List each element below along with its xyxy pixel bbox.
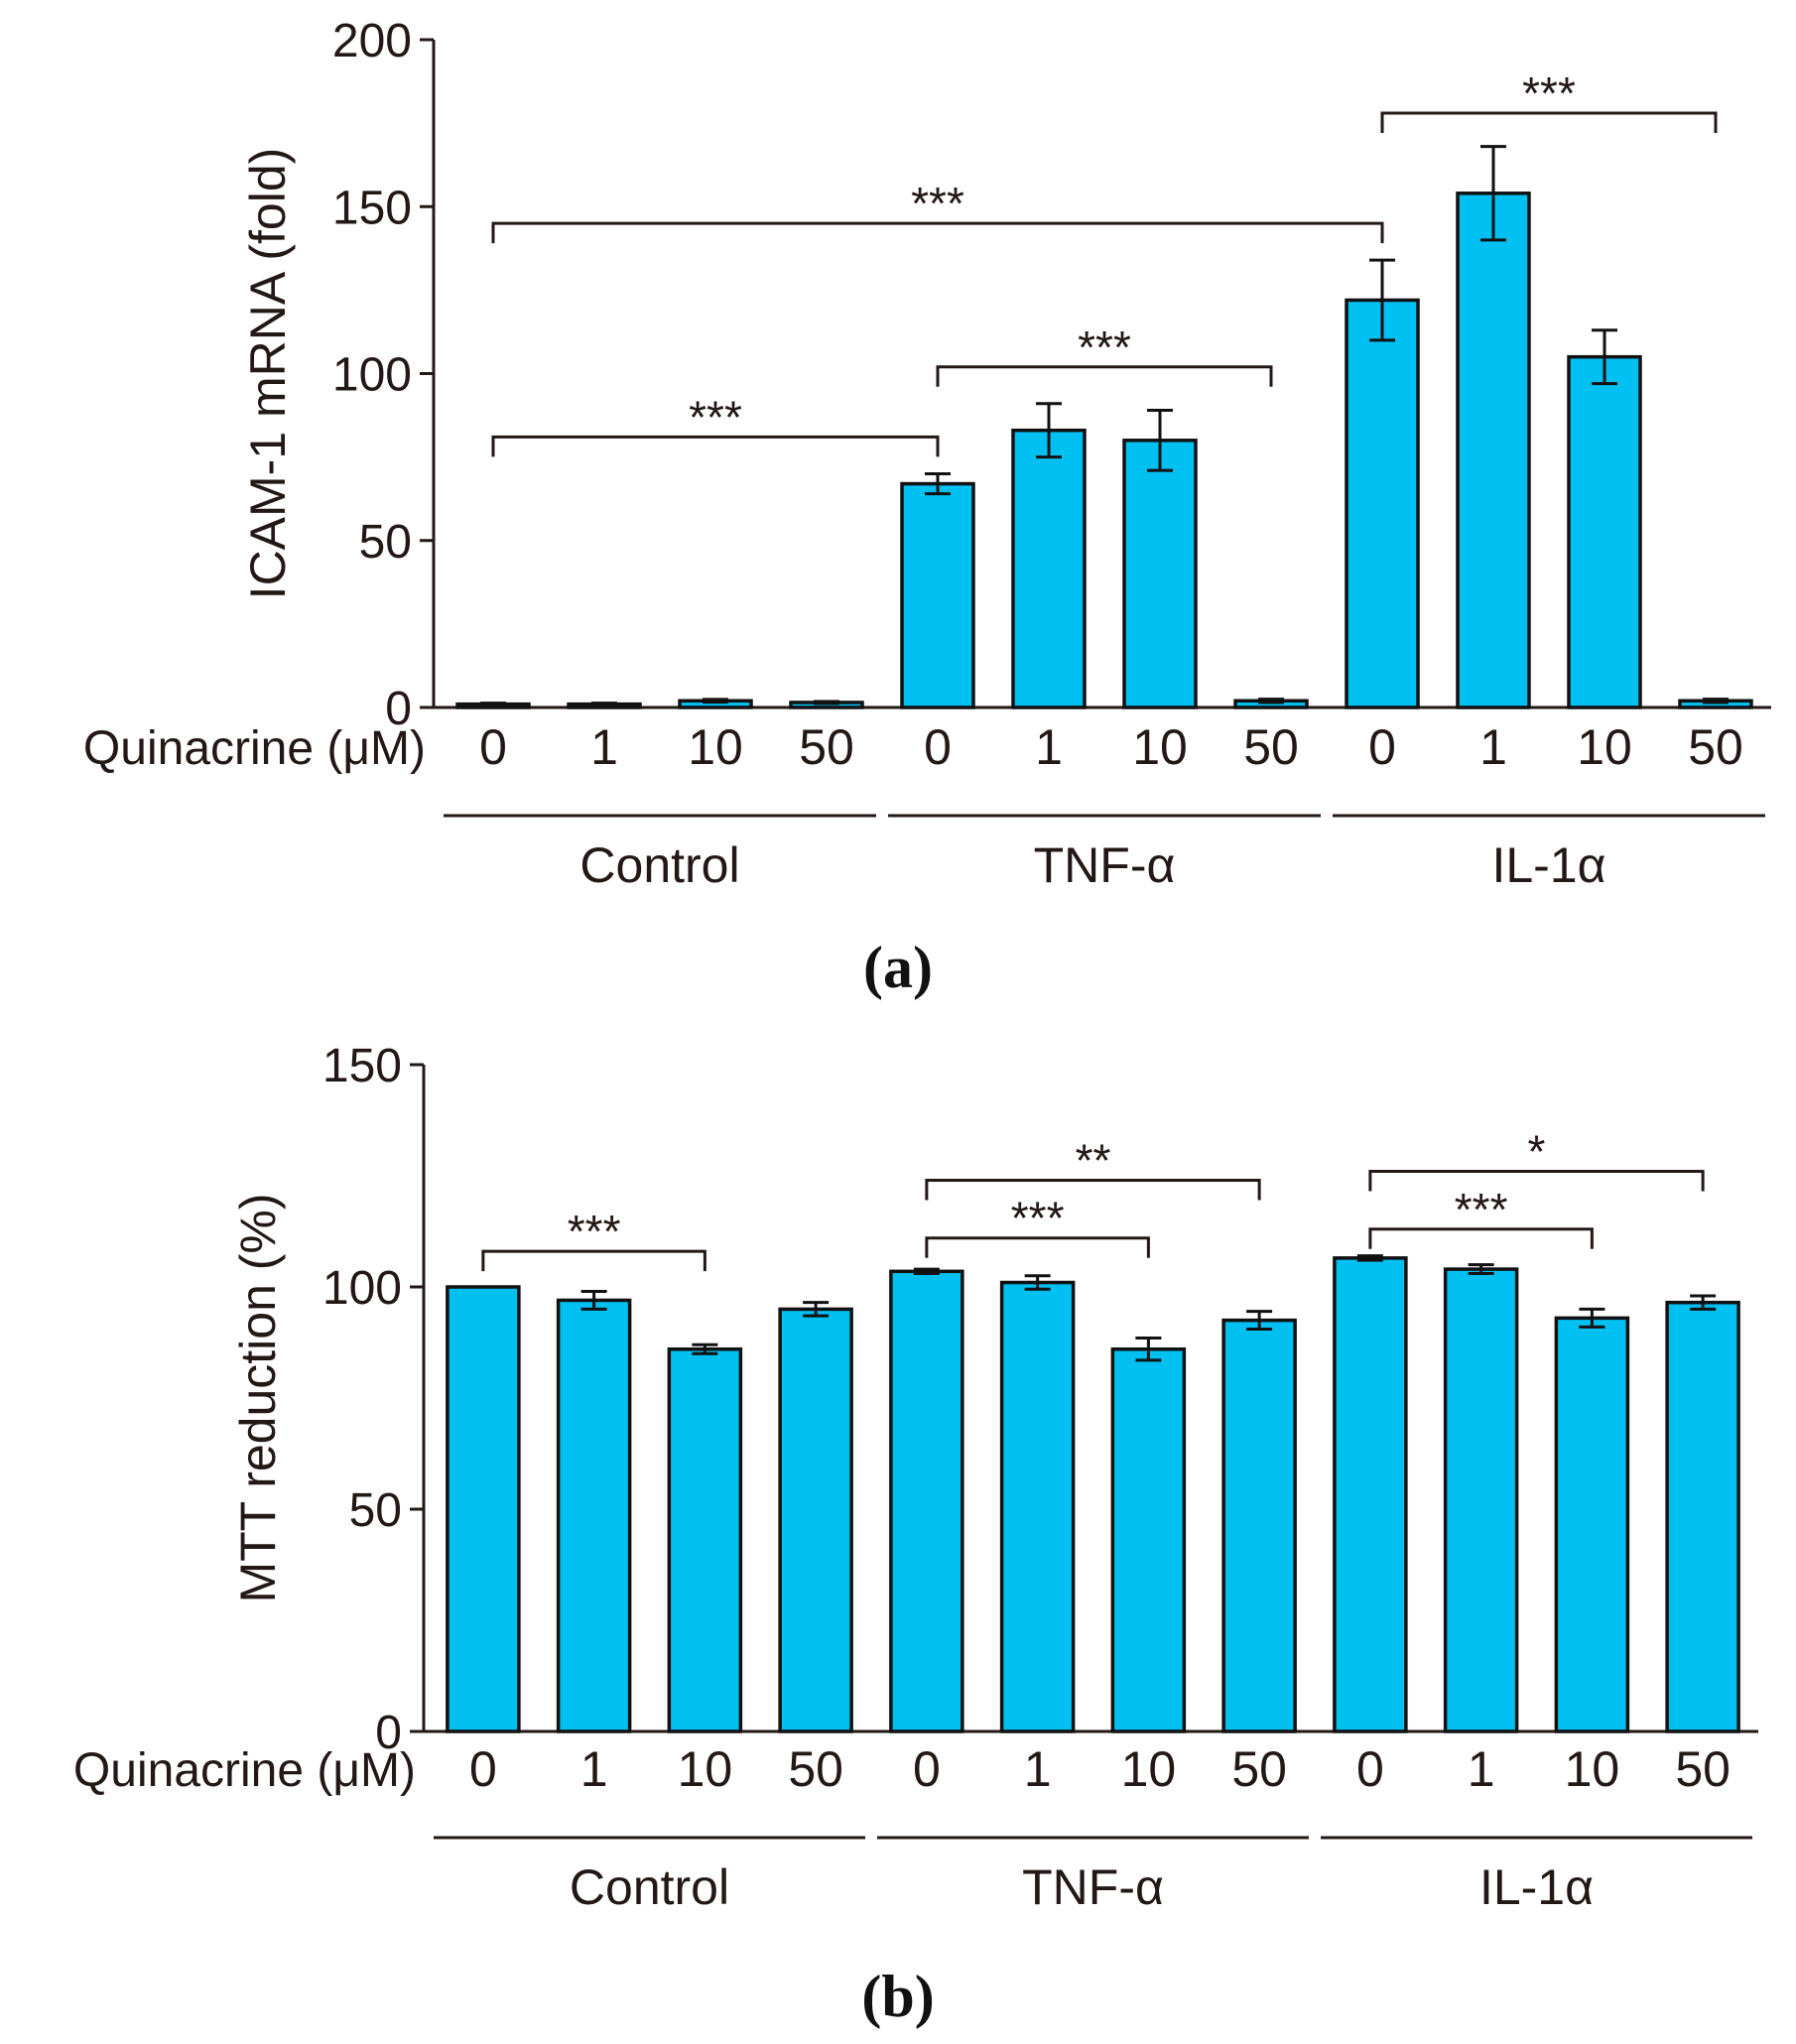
bar [1345, 298, 1420, 709]
concentration-label: 10 [678, 1741, 733, 1797]
concentration-label: 1 [1479, 719, 1507, 775]
bar [1567, 354, 1642, 709]
group-label: TNF-α [1034, 837, 1176, 893]
bar [889, 1269, 964, 1733]
concentration-label: 1 [590, 719, 618, 775]
concentration-label: 10 [688, 719, 743, 775]
bar [1110, 1346, 1187, 1733]
significance-label: * [1528, 1126, 1546, 1178]
bar [1221, 1318, 1297, 1733]
concentration-label: 50 [788, 1741, 843, 1797]
concentration-label: 10 [1132, 719, 1188, 775]
significance-label: *** [1455, 1184, 1508, 1235]
panel-label-prefix: ( [863, 935, 883, 1000]
concentration-label: 10 [1565, 1741, 1620, 1797]
y-tick-label: 0 [375, 1707, 402, 1759]
bar [1333, 1256, 1408, 1733]
group-label: IL-1α [1491, 837, 1605, 893]
significance-label: *** [568, 1206, 621, 1257]
y-tick-label: 0 [385, 683, 412, 735]
quinacrine-label: Quinacrine (μM) [83, 722, 426, 775]
group-label: Control [570, 1859, 729, 1915]
bar [1443, 1267, 1519, 1733]
concentration-label: 0 [1368, 719, 1396, 775]
concentration-label: 0 [469, 1741, 497, 1797]
group-label: Control [579, 837, 739, 893]
significance-label: *** [1011, 1193, 1065, 1244]
concentration-label: 50 [1675, 1741, 1731, 1797]
bar [1665, 1300, 1740, 1733]
significance-label: *** [911, 178, 964, 229]
y-tick-label: 100 [332, 349, 412, 402]
significance-bracket [925, 1236, 1150, 1258]
bar [1456, 192, 1531, 709]
significance-bracket [491, 435, 940, 457]
bar [1554, 1316, 1630, 1733]
bar [1122, 439, 1198, 709]
group-label: IL-1α [1479, 1859, 1594, 1915]
y-axis-title: MTT reduction (%) [230, 1193, 286, 1602]
significance-label: *** [1522, 67, 1576, 119]
y-axis-title: ICAM-1 mRNA (fold) [240, 148, 296, 600]
panel-label-suffix: ) [913, 935, 933, 1000]
concentration-label: 1 [1035, 719, 1063, 775]
concentration-label: 10 [1577, 719, 1632, 775]
panel-label-label: a [883, 935, 913, 1000]
concentration-label: 50 [1688, 719, 1743, 775]
bar [999, 1280, 1076, 1733]
y-tick-label: 150 [322, 1040, 402, 1092]
significance-bracket [1368, 1170, 1705, 1192]
group-label: TNF-α [1022, 1859, 1164, 1915]
concentration-label: 1 [1024, 1741, 1052, 1797]
bar [446, 1285, 521, 1733]
panel-label-label: b [881, 1964, 914, 2029]
y-tick-label: 200 [332, 15, 412, 67]
significance-bracket [1380, 111, 1718, 134]
y-tick-label: 50 [359, 516, 412, 569]
concentration-label: 0 [924, 719, 952, 775]
significance-label: *** [1078, 321, 1131, 373]
bar [900, 481, 975, 709]
significance-label: ** [1076, 1134, 1111, 1186]
concentration-label: 1 [580, 1741, 608, 1797]
concentration-label: 0 [479, 719, 507, 775]
y-tick-label: 50 [349, 1484, 402, 1537]
panel-label: (a) [863, 935, 933, 1000]
significance-bracket [925, 1178, 1261, 1201]
quinacrine-label: Quinacrine (μM) [73, 1744, 416, 1797]
y-tick-label: 100 [322, 1262, 402, 1315]
significance-bracket [1368, 1227, 1594, 1249]
panel-label-suffix: ) [915, 1964, 935, 2029]
concentration-label: 0 [1356, 1741, 1384, 1797]
y-tick-label: 150 [332, 182, 412, 234]
bar [778, 1307, 853, 1733]
concentration-label: 50 [799, 719, 854, 775]
concentration-label: 10 [1121, 1741, 1177, 1797]
concentration-label: 0 [913, 1741, 941, 1797]
bar [556, 1298, 632, 1733]
concentration-label: 50 [1231, 1741, 1287, 1797]
panel-label: (b) [861, 1964, 934, 2029]
concentration-label: 50 [1243, 719, 1299, 775]
significance-bracket [936, 365, 1273, 387]
concentration-label: 1 [1468, 1741, 1495, 1797]
significance-label: *** [689, 391, 742, 443]
significance-bracket [481, 1249, 706, 1272]
bar [667, 1346, 743, 1733]
bar [1011, 428, 1087, 709]
significance-bracket [491, 221, 1384, 244]
panel-label-prefix: ( [861, 1964, 881, 2029]
